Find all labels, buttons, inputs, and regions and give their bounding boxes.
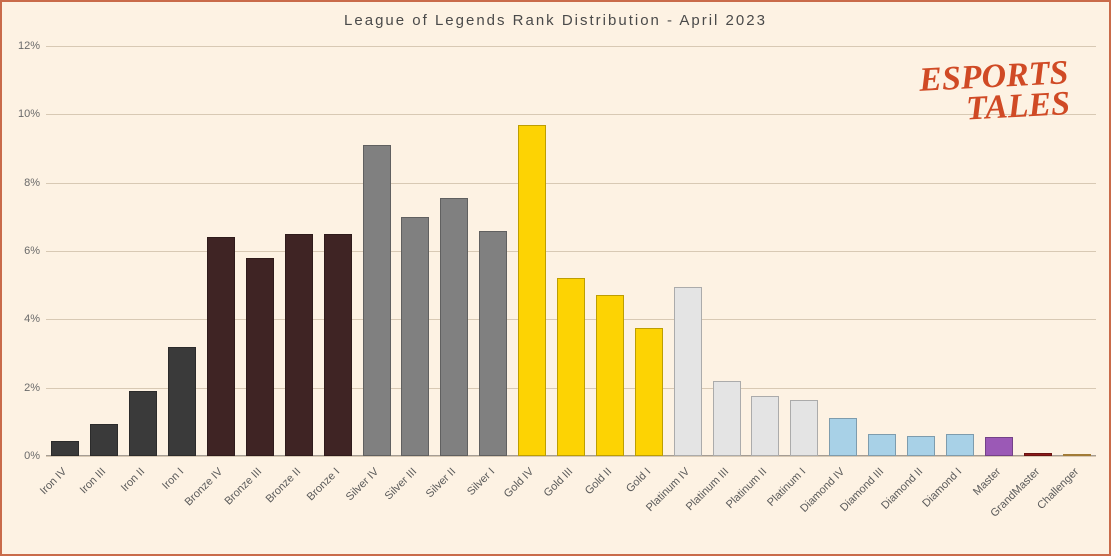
x-axis-label: Silver I	[418, 466, 497, 545]
y-axis-label: 2%	[8, 382, 40, 394]
x-axis-label: Bronze III	[185, 466, 264, 545]
bar	[479, 231, 507, 457]
bar	[713, 381, 741, 456]
x-axis-label: Diamond I	[885, 466, 964, 545]
bar	[829, 418, 857, 456]
bar	[363, 145, 391, 456]
bar	[985, 437, 1013, 456]
bar	[324, 234, 352, 456]
x-axis-label: Iron III	[29, 466, 108, 545]
x-axis-label: Bronze IV	[146, 466, 225, 545]
x-axis-label: Gold III	[496, 466, 575, 545]
x-axis-label: Iron I	[107, 466, 186, 545]
x-axis-label: GrandMaster	[963, 466, 1042, 545]
bar	[946, 434, 974, 456]
plot-area	[46, 46, 1096, 456]
x-axis-label: Silver III	[340, 466, 419, 545]
bar	[596, 295, 624, 456]
y-axis-label: 0%	[8, 450, 40, 462]
bar	[1063, 454, 1091, 456]
bar	[440, 198, 468, 456]
bar	[907, 436, 935, 457]
x-axis-label: Bronze I	[263, 466, 342, 545]
x-axis-label: Platinum II	[690, 466, 769, 545]
x-axis-label: Diamond IV	[768, 466, 847, 545]
bar	[790, 400, 818, 456]
x-axis-label: Master	[924, 466, 1003, 545]
bar	[674, 287, 702, 456]
x-axis-label: Bronze II	[224, 466, 303, 545]
bar	[557, 278, 585, 456]
x-axis-label: Platinum IV	[613, 466, 692, 545]
x-axis-label: Platinum III	[652, 466, 731, 545]
x-axis-label: Diamond II	[846, 466, 925, 545]
x-axis-label: Diamond III	[807, 466, 886, 545]
y-axis-label: 12%	[8, 40, 40, 52]
chart-title: League of Legends Rank Distribution - Ap…	[2, 12, 1109, 29]
x-axis-label: Silver II	[379, 466, 458, 545]
bar	[90, 424, 118, 456]
bar	[129, 391, 157, 456]
y-axis-label: 8%	[8, 177, 40, 189]
gridline	[46, 251, 1096, 252]
bar	[207, 237, 235, 456]
x-axis-label: Challenger	[1002, 466, 1081, 545]
bar	[518, 125, 546, 456]
x-axis-label: Gold IV	[457, 466, 536, 545]
y-axis-label: 4%	[8, 313, 40, 325]
gridline	[46, 456, 1096, 457]
gridline	[46, 183, 1096, 184]
x-axis-label: Silver IV	[302, 466, 381, 545]
bar	[751, 396, 779, 456]
y-axis-label: 10%	[8, 108, 40, 120]
chart-frame: League of Legends Rank Distribution - Ap…	[0, 0, 1111, 556]
bar	[168, 347, 196, 456]
x-axis-label: Gold I	[574, 466, 653, 545]
x-axis-label: Iron II	[68, 466, 147, 545]
bar	[285, 234, 313, 456]
bar	[51, 441, 79, 456]
bar	[868, 434, 896, 456]
bar	[1024, 453, 1052, 456]
y-axis-label: 6%	[8, 245, 40, 257]
x-axis-label: Gold II	[535, 466, 614, 545]
gridline	[46, 114, 1096, 115]
bar	[246, 258, 274, 456]
bar	[401, 217, 429, 456]
x-axis-label: Platinum I	[729, 466, 808, 545]
bar	[635, 328, 663, 456]
gridline	[46, 46, 1096, 47]
